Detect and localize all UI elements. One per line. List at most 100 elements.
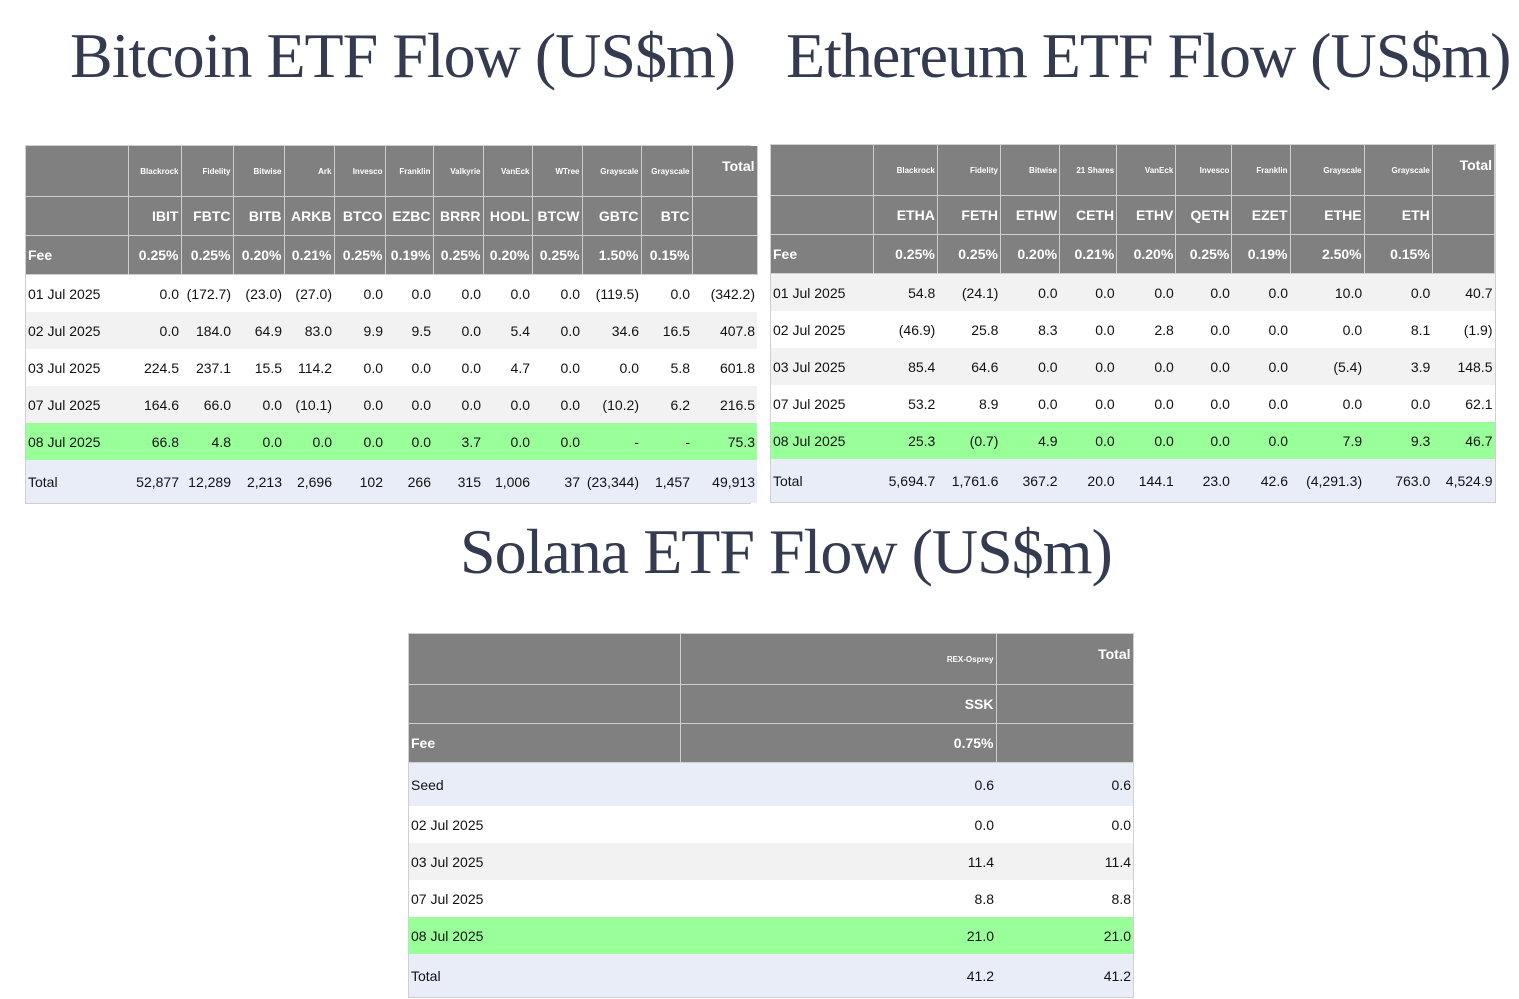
flow-value-cell: 0.0: [334, 349, 385, 386]
flow-value-cell: 3.7: [433, 423, 483, 460]
ticker-header-cell: ETHA: [873, 195, 938, 235]
flow-value-cell: 0.0: [1175, 311, 1232, 348]
ticker-header-cell: EZBC: [385, 196, 434, 236]
header-blank-cell: [692, 196, 758, 236]
fee-cell: 2.50%: [1290, 234, 1365, 274]
flow-value-cell: 83.0: [284, 312, 334, 349]
row-date-cell: 07 Jul 2025: [771, 385, 874, 422]
flow-value-cell: 0.0: [1059, 273, 1117, 311]
ticker-header-row: SSK: [409, 684, 1134, 724]
ticker-header-cell: ETH: [1364, 195, 1433, 235]
header-corner-cell: [26, 146, 129, 197]
flow-value-cell: 9.5: [385, 312, 433, 349]
row-total-cell: 4,524.9: [1432, 459, 1495, 502]
fee-header-row: Fee 0.25% 0.25% 0.20% 0.21% 0.20% 0.25% 0.19% 2.…: [771, 234, 1496, 274]
flow-value-cell: 0.0: [483, 423, 532, 460]
ticker-header-cell: BTCO: [334, 196, 386, 236]
ticker-header-cell: HODL: [483, 196, 533, 236]
header-blank-cell: [409, 684, 681, 724]
total-row: Total 52,877 12,289 2,213 2,696 102 266 315 1,00…: [26, 460, 757, 503]
flow-value-cell: 1,457: [641, 460, 692, 503]
flow-value-cell: 0.0: [233, 386, 284, 423]
fee-cell: 0.25%: [937, 234, 1001, 274]
row-total-cell: 40.7: [1432, 273, 1495, 311]
flow-value-cell: 0.0: [1231, 422, 1290, 459]
solana-title: Solana ETF Flow (US$m): [460, 516, 1113, 587]
flow-value-cell: 0.0: [433, 349, 483, 386]
fee-cell: 0.25%: [181, 235, 234, 275]
flow-value-cell: 0.0: [1175, 348, 1232, 385]
issuer-header-cell: Fidelity: [937, 145, 1001, 196]
flow-value-cell: 41.2: [680, 954, 996, 997]
fee-header-row: Fee 0.25% 0.25% 0.20% 0.21% 0.25% 0.19% 0.25% 0.…: [26, 235, 758, 275]
flow-value-cell: 53.2: [873, 385, 938, 422]
header-blank-cell: [771, 195, 874, 235]
fee-cell: 0.15%: [1364, 234, 1433, 274]
flow-value-cell: 0.0: [483, 386, 532, 423]
row-total-cell: 75.3: [692, 423, 757, 460]
flow-value-cell: 1,761.6: [937, 459, 1001, 502]
flow-value-cell: 144.1: [1116, 459, 1176, 502]
flow-value-cell: 5.4: [483, 312, 532, 349]
fee-cell: 0.25%: [433, 235, 484, 275]
ticker-header-row: IBIT FBTC BITB ARKB BTCO EZBC BRRR HODL BTCW GBTC…: [26, 196, 758, 236]
flow-value-cell: 0.0: [433, 274, 483, 312]
ticker-header-cell: ETHE: [1290, 195, 1365, 235]
flow-value-cell: 9.3: [1364, 422, 1433, 459]
flow-value-cell: -: [641, 423, 692, 460]
ticker-header-cell: IBIT: [128, 196, 182, 236]
flow-value-cell: 3.9: [1364, 348, 1433, 385]
flow-value-cell: 0.0: [1059, 348, 1117, 385]
flow-value-cell: 0.0: [582, 349, 641, 386]
issuer-header-cell: Ark: [284, 146, 335, 197]
flow-value-cell: 5.8: [641, 349, 692, 386]
flow-value-cell: 25.8: [937, 311, 1001, 348]
flow-value-cell: 0.0: [1290, 385, 1365, 422]
flow-value-cell: -: [582, 423, 641, 460]
flow-value-cell: (5.4): [1290, 348, 1365, 385]
fee-cell: 0.25%: [873, 234, 938, 274]
issuer-header-cell: Grayscale: [1290, 145, 1365, 196]
ticker-header-cell: BRRR: [433, 196, 484, 236]
issuer-header-cell: Grayscale: [582, 146, 642, 197]
fee-header-row: Fee 0.75%: [409, 723, 1134, 763]
flow-value-cell: 0.0: [385, 274, 433, 312]
flow-value-cell: 8.1: [1364, 311, 1433, 348]
total-row: Total 41.2 41.2: [409, 954, 1133, 997]
fee-label-cell: Fee: [771, 234, 874, 274]
ticker-header-cell: FBTC: [181, 196, 234, 236]
flow-value-cell: 0.0: [1000, 348, 1060, 385]
flow-value-cell: 6.2: [641, 386, 692, 423]
flow-value-cell: 237.1: [181, 349, 233, 386]
row-date-cell: Total: [771, 459, 874, 502]
flow-value-cell: 0.0: [1290, 311, 1365, 348]
fee-cell: 0.21%: [284, 235, 335, 275]
fee-cell: 0.20%: [483, 235, 533, 275]
bitcoin-flow-table-panel: Blackrock Fidelity Bitwise Ark Invesco Frankl…: [25, 145, 758, 504]
row-date-cell: 07 Jul 2025: [409, 880, 680, 917]
flow-value-cell: 4.7: [483, 349, 532, 386]
flow-value-cell: 0.0: [433, 312, 483, 349]
flow-value-cell: 11.4: [680, 843, 996, 880]
row-date-cell: 08 Jul 2025: [409, 917, 680, 954]
solana-flow-table: REX-Osprey Total SSK Fee 0.75% Seed 0.6 0.6 02 J…: [409, 634, 1134, 997]
flow-value-cell: 0.0: [1116, 422, 1176, 459]
flow-value-cell: 0.0: [1000, 385, 1060, 422]
flow-value-cell: 102: [334, 460, 385, 503]
flow-value-cell: 66.8: [128, 423, 181, 460]
flow-value-cell: 0.0: [385, 349, 433, 386]
ticker-header-cell: BTC: [641, 196, 693, 236]
header-blank-cell: [1432, 234, 1496, 274]
table-row: 01 Jul 2025 0.0 (172.7) (23.0) (27.0) 0.0 0.0 0…: [26, 274, 757, 312]
row-date-cell: 02 Jul 2025: [409, 806, 680, 843]
row-date-cell: 02 Jul 2025: [771, 311, 874, 348]
fee-label-cell: Fee: [26, 235, 129, 275]
issuer-header-cell: REX-Osprey: [680, 634, 997, 685]
flow-value-cell: 15.5: [233, 349, 284, 386]
fee-cell: 0.75%: [680, 723, 997, 763]
flow-value-cell: 164.6: [128, 386, 181, 423]
flow-value-cell: 10.0: [1290, 273, 1365, 311]
flow-value-cell: 0.0: [1231, 273, 1290, 311]
flow-value-cell: 0.0: [1231, 311, 1290, 348]
flow-value-cell: (10.2): [582, 386, 641, 423]
